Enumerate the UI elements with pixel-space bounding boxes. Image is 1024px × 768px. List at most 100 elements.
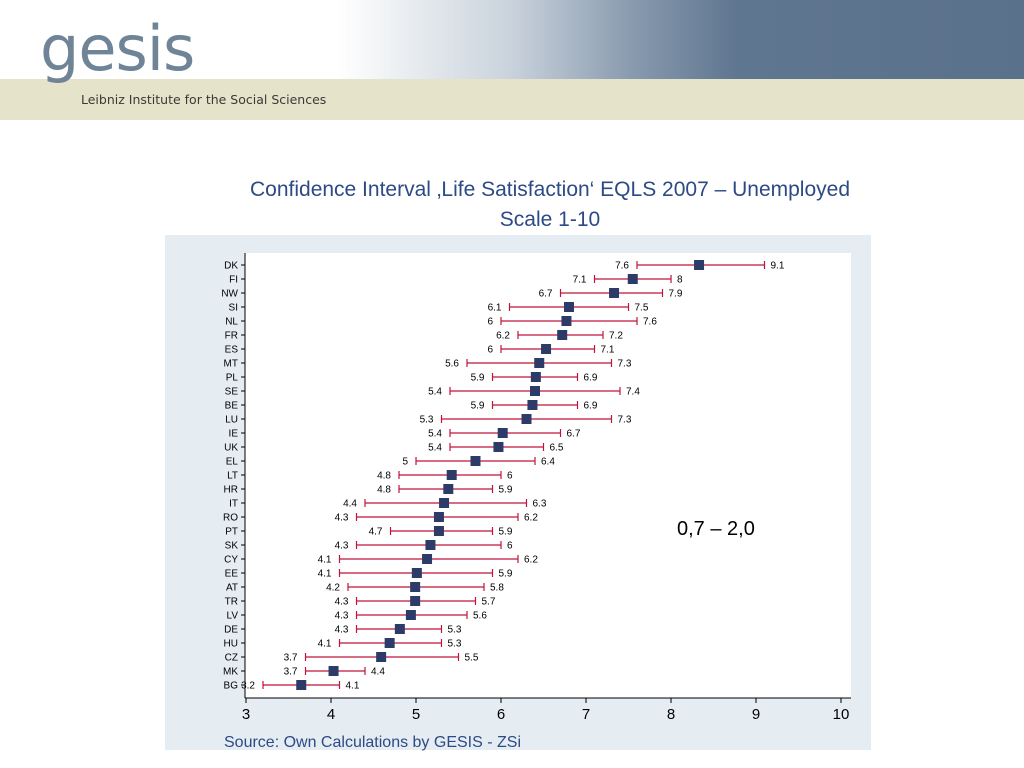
ci-lower-label-tr: 4.3 bbox=[335, 597, 349, 608]
ci-lower-label-pt: 4.7 bbox=[369, 527, 383, 538]
ci-lower-label-sk: 4.3 bbox=[335, 541, 349, 552]
y-tick-label-fi: FI bbox=[229, 275, 238, 286]
ci-lower-label-ie: 5.4 bbox=[428, 429, 442, 440]
mean-marker-nw bbox=[609, 288, 620, 298]
mean-marker-sk bbox=[425, 540, 436, 550]
mean-marker-mt bbox=[534, 358, 545, 368]
mean-marker-bg bbox=[296, 680, 307, 690]
ci-upper-label-ie: 6.7 bbox=[567, 429, 581, 440]
ci-upper-label-lv: 5.6 bbox=[473, 611, 487, 622]
ci-lower-label-bg: 3.2 bbox=[241, 681, 255, 692]
institute-name: Leibniz Institute for the Social Science… bbox=[81, 92, 327, 107]
title-line-2: Scale 1-10 bbox=[499, 208, 601, 231]
ci-upper-label-pt: 5.9 bbox=[499, 527, 513, 538]
y-tick-label-si: SI bbox=[229, 303, 238, 314]
mean-marker-lv bbox=[405, 610, 416, 620]
y-tick-label-se: SE bbox=[225, 387, 239, 398]
ci-lower-label-es: 6 bbox=[487, 345, 493, 356]
title-line-1: Confidence Interval ‚Life Satisfaction‘ … bbox=[249, 178, 851, 201]
mean-marker-ro bbox=[433, 512, 444, 522]
x-tick-label: 9 bbox=[752, 706, 760, 723]
mean-marker-dk bbox=[694, 260, 705, 270]
ci-upper-label-sk: 6 bbox=[507, 541, 513, 552]
x-tick-label: 8 bbox=[667, 706, 675, 723]
mean-marker-se bbox=[530, 386, 540, 396]
ci-lower-label-be: 5.9 bbox=[471, 401, 485, 412]
y-tick-label-nl: NL bbox=[225, 317, 238, 328]
ci-upper-label-es: 7.1 bbox=[601, 345, 615, 356]
gesis-logo: gesis bbox=[40, 12, 195, 85]
mean-marker-lu bbox=[521, 414, 532, 424]
mean-marker-at bbox=[410, 582, 421, 592]
ci-lower-label-lv: 4.3 bbox=[335, 611, 349, 622]
ci-upper-label-cz: 5.5 bbox=[465, 653, 479, 664]
ci-upper-label-lt: 6 bbox=[507, 471, 513, 482]
y-tick-label-ee: EE bbox=[225, 569, 239, 580]
confidence-interval-chart: 3 4 5 6 7 8 9 10 DK 7.6 9.1 FI 7.1 8 NW 6.7 7.9 SI 6.1 7.5 N… bbox=[221, 253, 851, 723]
ci-lower-label-si: 6.1 bbox=[488, 303, 502, 314]
y-tick-label-lv: LV bbox=[227, 611, 239, 622]
ci-lower-label-mk: 3.7 bbox=[284, 667, 298, 678]
y-tick-label-mt: MT bbox=[224, 359, 238, 370]
y-tick-label-ie: IE bbox=[229, 429, 239, 440]
y-tick-label-ro: RO bbox=[223, 513, 238, 524]
chart-area: 3 4 5 6 7 8 9 10 DK 7.6 9.1 FI 7.1 8 NW 6.7 7.9 SI 6.1 7.5 N… bbox=[165, 235, 871, 750]
mean-marker-tr bbox=[410, 596, 421, 606]
y-tick-label-it: IT bbox=[229, 499, 238, 510]
mean-marker-fi bbox=[627, 274, 638, 284]
ci-upper-label-se: 7.4 bbox=[626, 387, 640, 398]
ci-upper-label-fi: 8 bbox=[677, 275, 683, 286]
ci-upper-label-nl: 7.6 bbox=[643, 317, 657, 328]
y-tick-label-es: ES bbox=[225, 345, 239, 356]
ci-lower-label-nw: 6.7 bbox=[539, 289, 553, 300]
mean-marker-be bbox=[527, 400, 538, 410]
ci-upper-label-bg: 4.1 bbox=[346, 681, 360, 692]
x-tick-label: 5 bbox=[412, 706, 420, 723]
y-tick-label-cy: CY bbox=[224, 555, 238, 566]
ci-upper-label-hu: 5.3 bbox=[448, 639, 462, 650]
ci-lower-label-de: 4.3 bbox=[335, 625, 349, 636]
mean-marker-hr bbox=[443, 484, 454, 494]
ci-upper-label-at: 5.8 bbox=[490, 583, 504, 594]
ci-lower-label-se: 5.4 bbox=[428, 387, 442, 398]
ci-lower-label-fi: 7.1 bbox=[573, 275, 587, 286]
ci-lower-label-el: 5 bbox=[402, 457, 408, 468]
mean-marker-pl bbox=[530, 372, 541, 382]
ci-lower-label-hu: 4.1 bbox=[318, 639, 332, 650]
mean-marker-pt bbox=[433, 526, 444, 536]
ci-upper-label-mt: 7.3 bbox=[618, 359, 632, 370]
mean-marker-ee bbox=[411, 568, 422, 578]
mean-marker-it bbox=[439, 498, 450, 508]
mean-marker-el bbox=[470, 456, 481, 466]
ci-upper-label-uk: 6.5 bbox=[550, 443, 564, 454]
range-note: 0,7 – 2,0 bbox=[677, 518, 755, 540]
y-tick-label-hu: HU bbox=[224, 639, 238, 650]
y-tick-label-fr: FR bbox=[225, 331, 238, 342]
mean-marker-uk bbox=[493, 442, 504, 452]
y-tick-label-mk: MK bbox=[223, 667, 238, 678]
ci-lower-label-fr: 6.2 bbox=[496, 331, 510, 342]
y-tick-label-lt: LT bbox=[227, 471, 238, 482]
mean-marker-cz bbox=[376, 652, 387, 662]
ci-upper-label-ee: 5.9 bbox=[499, 569, 513, 580]
y-tick-label-tr: TR bbox=[225, 597, 238, 608]
x-tick-label: 3 bbox=[242, 706, 250, 723]
y-tick-label-bg: BG bbox=[224, 681, 239, 692]
plot-background bbox=[245, 253, 851, 698]
y-tick-label-at: AT bbox=[226, 583, 238, 594]
x-tick-label: 6 bbox=[497, 706, 505, 723]
y-tick-label-nw: NW bbox=[221, 289, 238, 300]
mean-marker-cy bbox=[422, 554, 433, 564]
y-tick-label-dk: DK bbox=[224, 261, 238, 272]
ci-upper-label-mk: 4.4 bbox=[371, 667, 385, 678]
y-tick-label-uk: UK bbox=[224, 443, 238, 454]
ci-upper-label-el: 6.4 bbox=[541, 457, 555, 468]
ci-lower-label-ro: 4.3 bbox=[335, 513, 349, 524]
x-tick-label: 10 bbox=[833, 706, 850, 723]
ci-lower-label-ee: 4.1 bbox=[318, 569, 332, 580]
ci-upper-label-lu: 7.3 bbox=[618, 415, 632, 426]
mean-marker-si bbox=[564, 302, 574, 312]
y-tick-label-el: EL bbox=[226, 457, 239, 468]
ci-upper-label-cy: 6.2 bbox=[524, 555, 538, 566]
ci-lower-label-it: 4.4 bbox=[343, 499, 357, 510]
